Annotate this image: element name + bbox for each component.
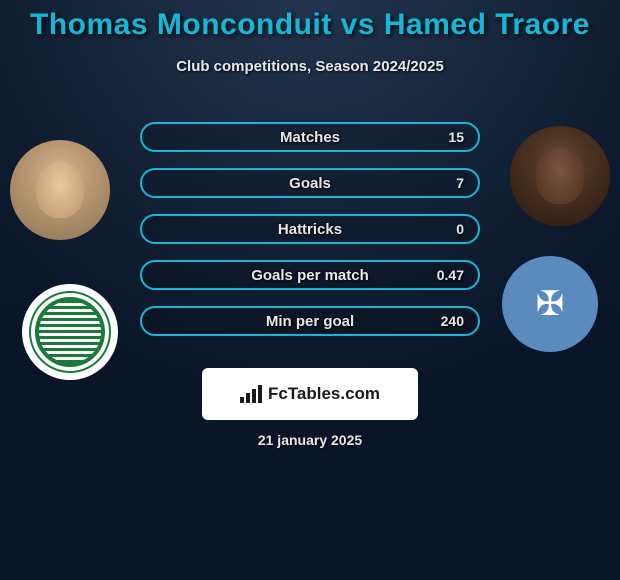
avatar-placeholder	[10, 140, 110, 240]
stat-value-right: 15	[448, 129, 464, 145]
stat-row: Goals 7	[140, 168, 480, 198]
stat-row: Hattricks 0	[140, 214, 480, 244]
stat-row: Min per goal 240	[140, 306, 480, 336]
club-crest-icon: ✠	[514, 268, 586, 340]
site-name: FcTables.com	[268, 384, 380, 404]
stat-value-right: 7	[456, 175, 464, 191]
stat-row: Matches 15	[140, 122, 480, 152]
snapshot-date: 21 january 2025	[0, 432, 620, 448]
club-crest-icon	[35, 297, 105, 367]
stat-label: Matches	[280, 129, 340, 146]
stat-value-right: 240	[441, 313, 464, 329]
avatar-placeholder	[510, 126, 610, 226]
site-badge: FcTables.com	[202, 368, 418, 420]
comparison-title: Thomas Monconduit vs Hamed Traore	[0, 8, 620, 42]
club-right-badge: ✠	[502, 256, 598, 352]
club-left-badge	[22, 284, 118, 380]
comparison-subtitle: Club competitions, Season 2024/2025	[0, 58, 620, 75]
stat-label: Hattricks	[278, 221, 342, 238]
stat-row: Goals per match 0.47	[140, 260, 480, 290]
stat-label: Goals per match	[251, 267, 369, 284]
stat-label: Goals	[289, 175, 331, 192]
bar-chart-icon	[240, 385, 262, 403]
player-right-avatar	[510, 126, 610, 226]
player-left-avatar	[10, 140, 110, 240]
stat-value-right: 0	[456, 221, 464, 237]
stat-value-right: 0.47	[437, 267, 464, 283]
stat-label: Min per goal	[266, 313, 354, 330]
stats-panel: Matches 15 Goals 7 Hattricks 0 Goals per…	[140, 122, 480, 352]
